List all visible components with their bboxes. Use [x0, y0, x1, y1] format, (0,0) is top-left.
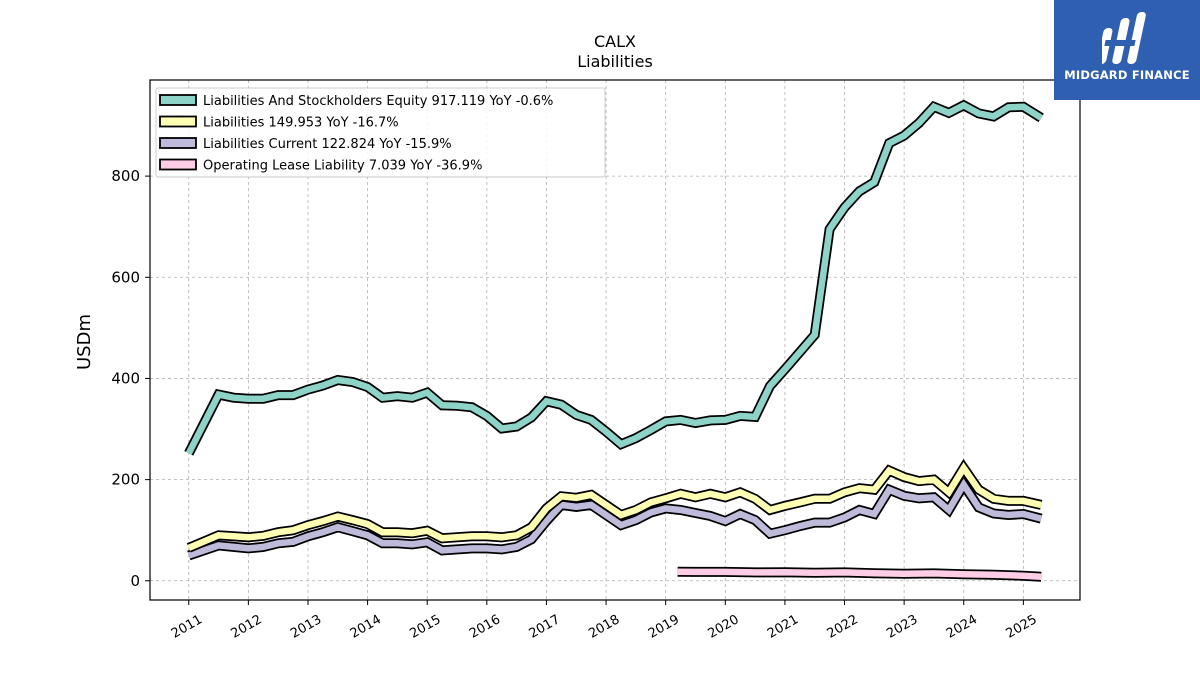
x-tick-label: 2021: [765, 612, 801, 642]
x-tick-label: 2017: [527, 612, 563, 642]
plot-frame: [149, 79, 1081, 601]
x-tick-label: 2024: [944, 612, 980, 642]
y-tick-label: 0: [130, 572, 140, 590]
x-tick-label: 2014: [348, 612, 384, 642]
series-line-0: [184, 99, 1044, 456]
x-tick-label: 2015: [407, 612, 443, 642]
legend-swatch: [159, 137, 197, 149]
legend-swatch: [159, 158, 197, 171]
chart-title: CALX: [594, 32, 636, 51]
legend-entry: Liabilities And Stockholders Equity 917.…: [203, 94, 553, 109]
legend-swatch: [159, 94, 197, 106]
legend-entry: Operating Lease Liability 7.039 YoY -36.…: [203, 159, 482, 174]
x-tick-label: 2022: [825, 612, 861, 642]
legend-entry: Liabilities 149.953 YoY -16.7%: [203, 116, 399, 131]
legend-box: [155, 87, 606, 178]
legend-entry: Liabilities Current 122.824 YoY -15.9%: [203, 137, 452, 152]
series-line-1: [186, 458, 1043, 553]
x-tick-label: 2025: [1004, 612, 1040, 642]
legend: Liabilities And Stockholders Equity 917.…: [155, 87, 606, 178]
y-tick-label: 600: [111, 268, 140, 286]
brand-name: MIDGARD FINANCE: [1064, 68, 1190, 82]
series-fill: [187, 462, 1042, 551]
series-fill: [187, 478, 1043, 559]
midgard-logo-icon: [1102, 12, 1146, 64]
brand-logo: MIDGARD FINANCE: [1054, 0, 1200, 100]
x-tick-label: 2012: [229, 612, 265, 642]
series-fill: [677, 568, 1042, 580]
series-line-3: [677, 566, 1042, 582]
y-tick-label: 800: [111, 167, 140, 185]
series-fill: [185, 101, 1043, 455]
chart-subtitle: Liabilities: [577, 52, 653, 71]
x-tick-label: 2013: [288, 612, 324, 642]
x-tick-label: 2023: [884, 612, 920, 642]
y-tick-label: 400: [111, 369, 140, 387]
series-lines: [184, 99, 1044, 582]
series-line-2: [187, 475, 1043, 561]
legend-swatch: [159, 115, 197, 128]
x-tick-label: 2018: [586, 612, 622, 642]
y-axis-label: USDm: [74, 314, 95, 370]
x-tick-label: 2011: [169, 612, 205, 642]
x-tick-label: 2019: [646, 612, 682, 642]
x-tick-label: 2020: [705, 612, 741, 642]
y-tick-label: 200: [111, 471, 140, 489]
x-tick-label: 2016: [467, 612, 503, 642]
